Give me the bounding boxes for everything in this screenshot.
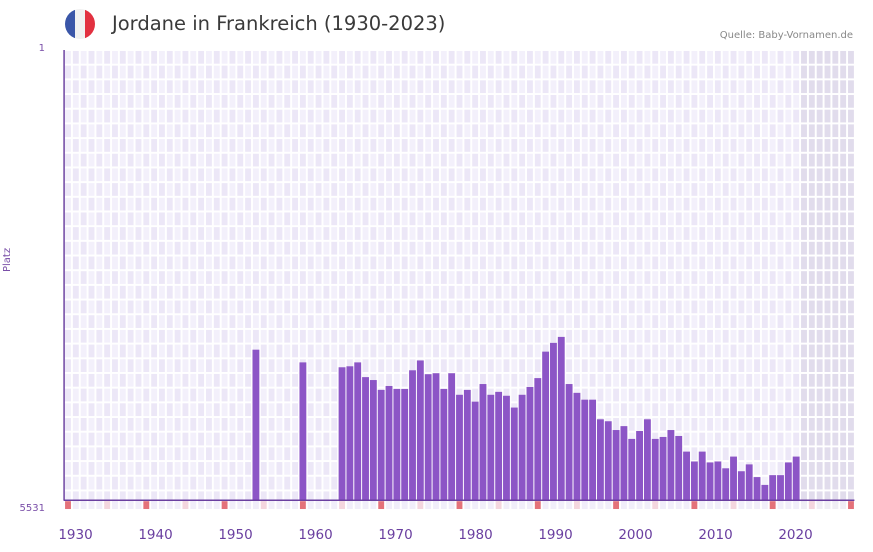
bar-1966 [362,377,369,501]
bar-1969 [385,385,393,501]
x-tick-label: 1940 [138,527,173,543]
bar-1995 [589,399,597,501]
france-flag-icon [65,9,95,39]
bar-1987 [526,386,534,501]
bar-2010 [706,462,714,501]
bar-2018 [769,475,777,501]
bar-1971 [401,388,409,501]
bar-1975 [432,373,440,501]
flag-red [85,9,95,39]
x-tick-label: 1960 [298,527,333,543]
bar-1963 [338,367,346,501]
bar-1973 [416,360,424,501]
bar-2013 [730,456,737,501]
x-tick-label: 2020 [778,527,813,543]
source-label: Quelle: Baby-Vornamen.de [719,30,853,41]
bar-1964 [346,366,354,501]
chart-title: Jordane in Frankreich (1930-2023) [112,12,446,35]
y-axis-title: Platz [2,247,13,272]
bar-1986 [518,394,526,501]
bar-1982 [487,394,495,501]
x-tick-label: 1970 [378,527,413,543]
bar-2001 [636,431,643,501]
bar-2020 [784,462,792,501]
bar-1998 [612,430,620,501]
bar-1974 [424,374,432,501]
bar-1992 [565,384,573,501]
bar-1985 [510,407,518,501]
flag-blue [65,9,75,39]
bar-2014 [737,471,745,501]
bar-1989 [542,351,550,501]
bar-2011 [714,461,722,501]
flag-white [75,9,85,39]
bar-2007 [683,451,690,501]
bar-1990 [550,342,557,501]
bar-1988 [534,378,542,501]
bar-2017 [761,484,769,501]
bar-2016 [753,477,761,501]
bar-2002 [643,419,651,501]
bar-2006 [675,435,683,501]
bar-2009 [698,451,706,501]
bar-1984 [503,395,510,501]
bar-1979 [463,389,471,501]
x-tick-label: 1990 [538,527,573,543]
bar-1958 [299,362,307,501]
bar-1965 [354,362,362,501]
x-tick-label: 1950 [218,527,253,543]
bar-2003 [651,438,659,501]
bar-1967 [369,380,377,501]
bar-1970 [393,388,401,501]
bar-1991 [557,336,565,501]
bar-1993 [573,392,581,501]
y-bottom-label: 5531 [19,503,45,514]
bar-2019 [777,475,784,501]
bar-1952 [252,349,260,501]
bar-1994 [581,399,589,501]
bar-1968 [377,389,385,501]
bar-2008 [690,461,698,501]
x-tick-label: 2010 [698,527,733,543]
y-top-label: 1 [38,43,45,54]
bar-1976 [440,388,448,501]
bar-2021 [792,456,800,501]
bar-1999 [620,426,628,501]
bar-1997 [604,421,612,501]
bar-1972 [409,370,416,501]
x-tick-label: 1930 [58,527,93,543]
bar-2015 [745,464,753,501]
bar-2012 [722,468,730,501]
bar-1977 [448,373,456,501]
bar-1996 [597,419,604,501]
bar-1978 [456,394,463,501]
bar-2004 [659,436,667,501]
x-tick-label: 1980 [458,527,493,543]
bar-chart-plot [63,50,855,510]
bar-1981 [479,384,487,501]
bar-1983 [495,391,503,501]
bar-1980 [471,401,479,501]
bar-2005 [667,430,675,501]
x-tick-label: 2000 [618,527,653,543]
bar-2000 [628,438,636,501]
